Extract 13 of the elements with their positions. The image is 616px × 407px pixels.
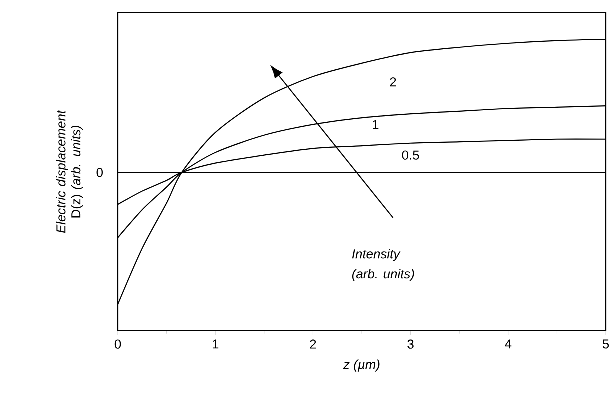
x-axis-title: z (µm) [343,360,380,372]
x-tick-label: 3 [408,340,414,349]
series-label: 0.5 [402,150,420,160]
annotation: (arb. units) [352,269,414,282]
series-label: 1 [373,120,379,130]
x-tick-label: 2 [310,340,316,349]
text: 0 [96,168,103,178]
x-tick-label: 5 [602,340,610,349]
series-label: 2 [390,78,396,87]
annotation: Intensity [352,249,401,262]
x-tick-label: 0 [114,340,122,349]
x-tick-label: 1 [212,340,219,349]
x-tick-label: 4 [505,340,512,349]
